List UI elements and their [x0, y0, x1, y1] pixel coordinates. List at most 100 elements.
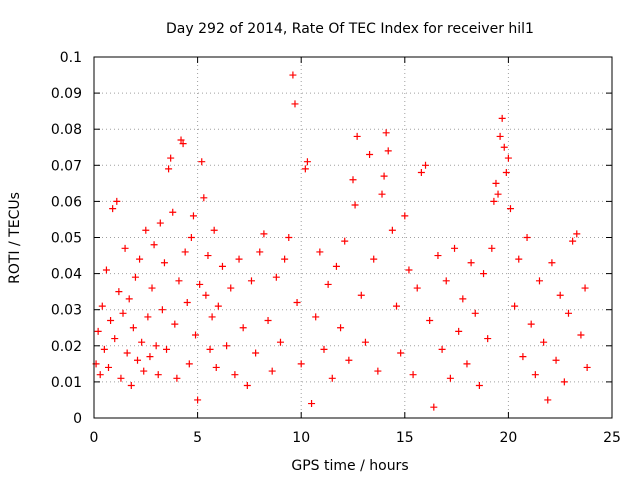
data-point-marker	[467, 259, 475, 267]
data-point-marker	[127, 382, 135, 390]
data-point-marker	[136, 255, 144, 263]
y-tick-label: 0.09	[51, 86, 82, 102]
data-point-marker	[475, 382, 483, 390]
data-point-marker	[105, 363, 113, 371]
data-point-marker	[117, 374, 125, 382]
data-point-marker	[218, 262, 226, 270]
data-point-marker	[146, 353, 154, 361]
data-point-marker	[426, 317, 434, 325]
data-point-marker	[446, 374, 454, 382]
data-point-marker	[129, 324, 137, 332]
data-point-marker	[384, 147, 392, 155]
data-point-marker	[535, 277, 543, 285]
data-point-marker	[109, 205, 117, 213]
data-point-marker	[150, 241, 158, 249]
data-point-marker	[163, 345, 171, 353]
data-point-marker	[409, 371, 417, 379]
data-point-marker	[413, 284, 421, 292]
data-point-marker	[417, 169, 425, 177]
y-axis-label: ROTI / TECUs	[7, 192, 23, 284]
data-point-marker	[94, 327, 102, 335]
data-point-marker	[96, 371, 104, 379]
data-point-marker	[158, 306, 166, 314]
data-points	[92, 71, 591, 411]
x-tick-label: 10	[292, 430, 310, 446]
data-point-marker	[144, 313, 152, 321]
data-point-marker	[291, 100, 299, 108]
data-point-marker	[397, 349, 405, 357]
x-axis-label: GPS time / hours	[291, 458, 408, 474]
data-point-marker	[583, 363, 591, 371]
data-point-marker	[573, 230, 581, 238]
data-point-marker	[430, 403, 438, 411]
data-point-marker	[208, 313, 216, 321]
data-point-marker	[285, 234, 293, 241]
data-point-marker	[293, 298, 301, 306]
axis-ticks	[93, 56, 613, 419]
x-tick-label: 25	[603, 430, 621, 446]
data-point-marker	[107, 317, 115, 325]
data-point-marker	[366, 150, 374, 158]
data-point-marker	[202, 291, 210, 299]
data-point-marker	[388, 226, 396, 234]
data-point-marker	[556, 291, 564, 299]
data-point-marker	[138, 338, 146, 346]
data-point-marker	[100, 345, 108, 353]
data-point-marker	[171, 320, 179, 328]
data-point-marker	[206, 345, 214, 353]
data-point-marker	[351, 201, 359, 209]
data-point-marker	[494, 190, 502, 198]
data-point-marker	[160, 259, 168, 267]
data-point-marker	[577, 331, 585, 339]
data-point-marker	[123, 349, 131, 357]
data-point-marker	[183, 298, 191, 306]
data-point-marker	[451, 244, 459, 252]
data-point-marker	[303, 158, 311, 166]
data-point-marker	[98, 302, 106, 310]
data-point-marker	[498, 114, 506, 122]
data-point-marker	[455, 327, 463, 335]
data-point-marker	[544, 396, 552, 404]
x-tick-label: 20	[499, 430, 517, 446]
data-point-marker	[111, 335, 119, 343]
data-point-marker	[276, 338, 284, 346]
data-point-marker	[194, 396, 202, 404]
data-point-marker	[438, 345, 446, 353]
y-tick-label: 0	[73, 411, 82, 427]
data-point-marker	[187, 234, 195, 241]
data-point-marker	[212, 363, 220, 371]
data-point-marker	[196, 280, 204, 288]
data-point-marker	[223, 342, 231, 350]
data-point-marker	[102, 266, 110, 274]
data-point-marker	[173, 374, 181, 382]
data-point-marker	[378, 190, 386, 198]
data-point-marker	[361, 338, 369, 346]
data-point-marker	[502, 169, 510, 177]
y-tick-label: 0.03	[51, 303, 82, 319]
data-point-marker	[540, 338, 548, 346]
data-point-marker	[527, 320, 535, 328]
data-point-marker	[488, 244, 496, 252]
data-point-marker	[328, 374, 336, 382]
y-tick-label: 0.08	[51, 122, 82, 138]
data-point-marker	[519, 353, 527, 361]
y-tick-label: 0.01	[51, 375, 82, 391]
data-point-marker	[405, 266, 413, 274]
data-point-marker	[500, 143, 508, 151]
data-point-marker	[370, 255, 378, 263]
data-point-marker	[185, 360, 193, 368]
data-point-marker	[154, 371, 162, 379]
data-point-marker	[337, 324, 345, 332]
data-point-marker	[227, 284, 235, 292]
data-point-marker	[281, 255, 289, 263]
data-point-marker	[214, 302, 222, 310]
data-point-marker	[252, 349, 260, 357]
data-point-marker	[175, 277, 183, 285]
data-point-marker	[272, 273, 280, 281]
data-point-marker	[480, 270, 488, 278]
y-tick-label: 0.02	[51, 339, 82, 355]
data-point-marker	[434, 252, 442, 260]
data-point-marker	[260, 230, 268, 238]
data-point-marker	[442, 277, 450, 285]
data-point-marker	[231, 371, 239, 379]
